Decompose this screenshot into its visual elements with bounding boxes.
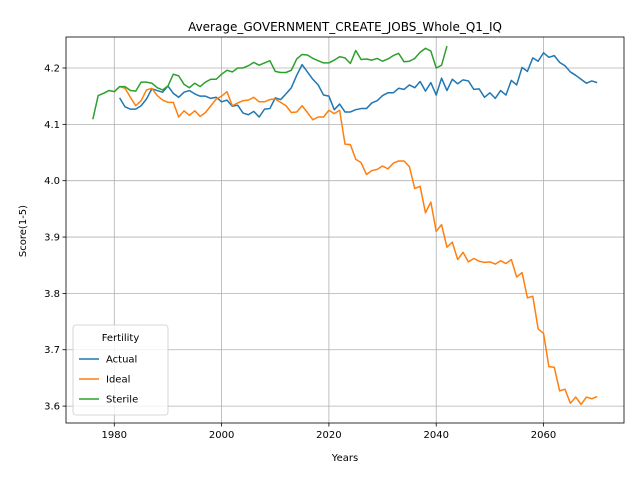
x-tick-label: 1980: [102, 430, 127, 441]
y-tick-label: 4.0: [44, 176, 60, 187]
y-tick-label: 3.7: [44, 345, 60, 356]
series-lines: [92, 45, 598, 406]
series-line-sterile: [92, 45, 448, 120]
x-tick-label: 2000: [209, 430, 234, 441]
y-tick-label: 3.9: [44, 233, 60, 244]
y-tick-label: 4.1: [44, 120, 60, 131]
y-tick-label: 3.6: [44, 402, 60, 413]
y-axis-ticks: 3.6 3.7 3.8 3.9 4.0 4.1 4.2: [44, 63, 66, 413]
series-line-ideal: [119, 85, 598, 406]
x-axis-ticks: 1980 2000 2020 2040 2060: [102, 423, 556, 441]
x-axis-label: Years: [331, 453, 358, 464]
y-axis-label: Score(1-5): [18, 205, 29, 257]
y-tick-label: 3.8: [44, 289, 60, 300]
chart-title: Average_GOVERNMENT_CREATE_JOBS_Whole_Q1_…: [188, 20, 502, 34]
legend-label-ideal: Ideal: [106, 375, 130, 386]
x-tick-label: 2060: [531, 430, 556, 441]
legend: Fertility Actual Ideal Sterile: [72, 324, 169, 416]
legend-title: Fertility: [102, 333, 140, 344]
plot-frame: [65, 36, 625, 424]
series-line-actual: [119, 52, 598, 118]
y-tick-label: 4.2: [44, 63, 60, 74]
grid: [66, 37, 624, 423]
legend-label-sterile: Sterile: [106, 395, 138, 406]
legend-box: [72, 324, 169, 416]
x-tick-label: 2020: [316, 430, 341, 441]
legend-label-actual: Actual: [106, 355, 137, 366]
x-tick-label: 2040: [423, 430, 448, 441]
